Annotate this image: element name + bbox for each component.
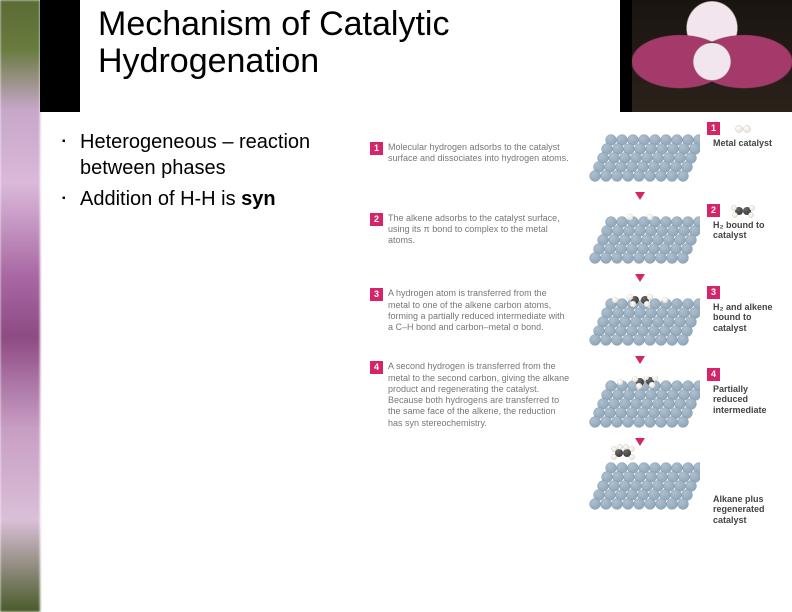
panel-5-molecule [605,444,641,467]
panel-3: H₂ and alkene bound to catalyst 3 [585,284,785,362]
lattice-2 [585,212,700,267]
left-photo-strip [0,0,40,612]
panel-5: Alkane plus regenerated catalyst [585,448,785,540]
panel-3-tag: 3 [707,286,720,299]
lattice-3 [585,294,700,349]
panel-5-label: Alkane plus regenerated catalyst [713,494,783,525]
slide-title: Mechanism of Catalytic Hydrogenation [98,6,610,79]
figure-column: Metal catalyst1H₂ bound to catalyst2H₂ a… [585,120,785,544]
header-title-box: Mechanism of Catalytic Hydrogenation [80,0,620,112]
header-flower-photo [632,0,792,112]
panel-3-label: H₂ and alkene bound to catalyst [713,302,783,333]
caption-2: 2 The alkene adsorbs to the catalyst sur… [370,213,570,247]
panel-2: H₂ bound to catalyst2 [585,202,785,280]
lattice-1 [585,130,700,185]
panel-1-tag: 1 [707,122,720,135]
arrow-down-icon [635,356,645,364]
caption-column: 1 Molecular hydrogen adsorbs to the cata… [370,142,570,459]
panel-1: Metal catalyst1 [585,120,785,198]
bullet-2: Addition of H-H is syn [62,187,342,213]
caption-1-text: Molecular hydrogen adsorbs to the cataly… [388,142,569,163]
bullet-1-text: Heterogeneous – reaction between phases [80,131,310,179]
caption-4-text: A second hydrogen is transferred from th… [388,361,569,427]
caption-3-num: 3 [370,288,383,301]
lattice-4 [585,376,700,431]
panel-2-tag: 2 [707,204,720,217]
header-band: Mechanism of Catalytic Hydrogenation [40,0,792,112]
slide: Mechanism of Catalytic Hydrogenation Het… [0,0,792,612]
caption-1-num: 1 [370,142,383,155]
caption-2-text: The alkene adsorbs to the catalyst surfa… [388,213,560,246]
bullet-1: Heterogeneous – reaction between phases [62,130,342,181]
caption-4-num: 4 [370,361,383,374]
bullet-list: Heterogeneous – reaction between phases … [62,130,342,219]
arrow-down-icon [635,274,645,282]
panel-4-label: Partially reduced intermediate [713,384,783,415]
bullet-2-syn: syn [241,188,275,210]
panel-4: Partially reduced intermediate 4 [585,366,785,444]
bullet-2-text-pre: Addition of H-H is [80,188,241,210]
panel-2-molecule [725,202,761,225]
caption-3: 3 A hydrogen atom is transferred from th… [370,288,570,333]
caption-3-text: A hydrogen atom is transferred from the … [388,288,565,332]
caption-1: 1 Molecular hydrogen adsorbs to the cata… [370,142,570,165]
lattice-5 [585,458,700,513]
panel-4-tag: 4 [707,368,720,381]
panel-1-molecule [725,120,761,143]
caption-4: 4 A second hydrogen is transferred from … [370,361,570,429]
arrow-down-icon [635,192,645,200]
caption-2-num: 2 [370,213,383,226]
